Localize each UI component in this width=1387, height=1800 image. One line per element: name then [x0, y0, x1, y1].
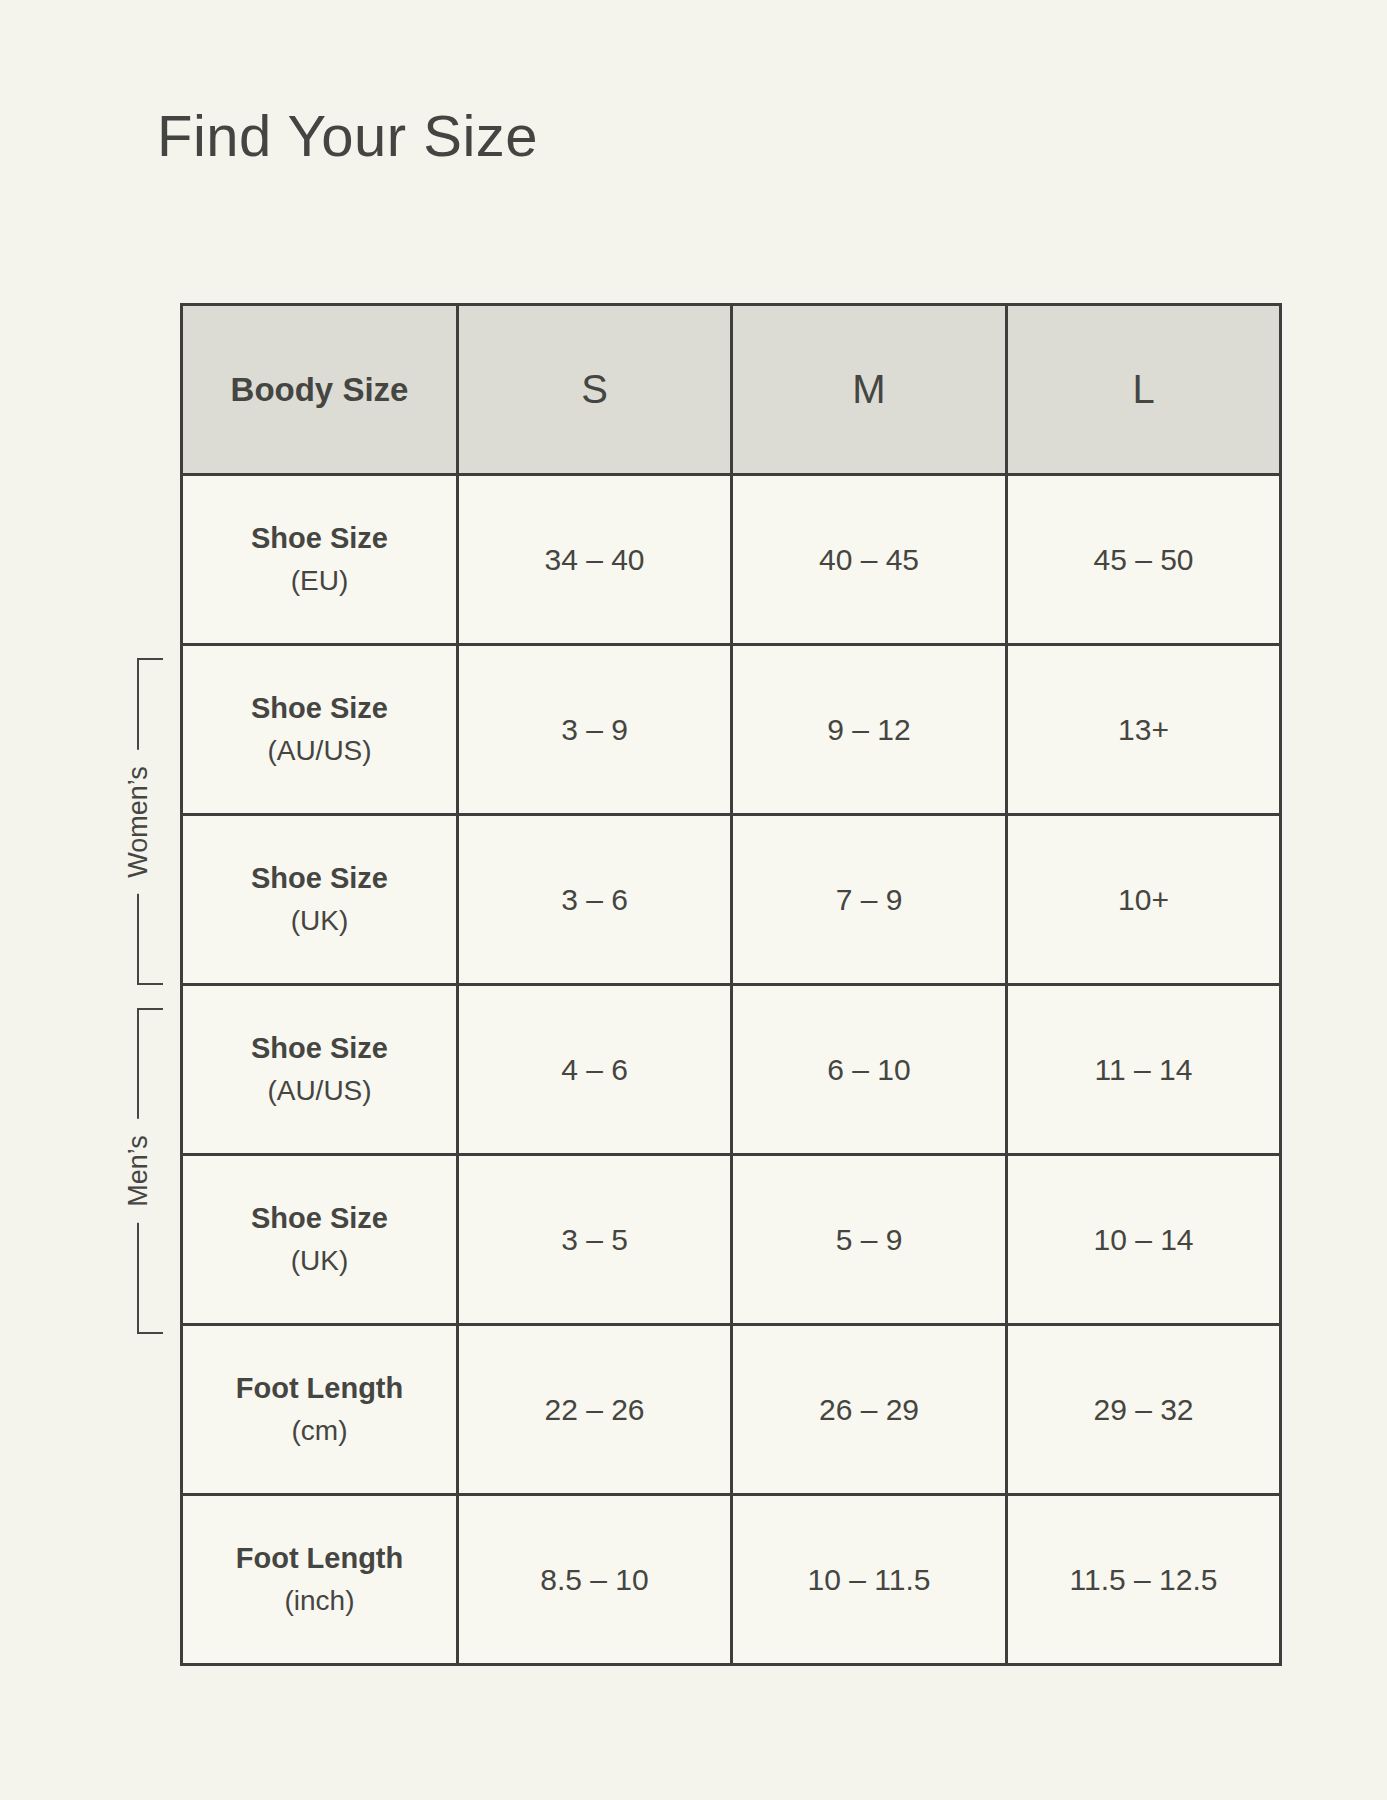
row-label-line1: Shoe Size	[183, 864, 456, 893]
table-cell: 5 – 9	[732, 1155, 1007, 1325]
table-cell: 9 – 12	[732, 645, 1007, 815]
mens-group-bracket: Men’s	[137, 1008, 163, 1334]
row-label-line1: Shoe Size	[183, 1034, 456, 1063]
table-cell: 40 – 45	[732, 475, 1007, 645]
row-label: Shoe Size (AU/US)	[182, 645, 458, 815]
row-label-line1: Shoe Size	[183, 524, 456, 553]
row-label-line2: (inch)	[183, 1587, 456, 1615]
table-cell: 7 – 9	[732, 815, 1007, 985]
row-label-line2: (EU)	[183, 567, 456, 595]
header-boody-size: Boody Size	[182, 305, 458, 475]
header-size-m: M	[732, 305, 1007, 475]
table-cell: 4 – 6	[458, 985, 732, 1155]
table-header-row: Boody Size S M L	[182, 305, 1281, 475]
mens-group-label: Men’s	[123, 1119, 154, 1223]
table-row-shoe-size-eu: Shoe Size (EU) 34 – 40 40 – 45 45 – 50	[182, 475, 1281, 645]
table-cell: 34 – 40	[458, 475, 732, 645]
table-row-womens-shoe-size-au-us: Shoe Size (AU/US) 3 – 9 9 – 12 13+	[182, 645, 1281, 815]
row-label-line1: Foot Length	[183, 1544, 456, 1573]
table-cell: 11 – 14	[1007, 985, 1281, 1155]
table-cell: 3 – 5	[458, 1155, 732, 1325]
table-row-mens-shoe-size-au-us: Shoe Size (AU/US) 4 – 6 6 – 10 11 – 14	[182, 985, 1281, 1155]
table-cell: 10 – 14	[1007, 1155, 1281, 1325]
table-cell: 6 – 10	[732, 985, 1007, 1155]
row-label-line1: Foot Length	[183, 1374, 456, 1403]
row-label-line2: (UK)	[183, 1247, 456, 1275]
table-cell: 10+	[1007, 815, 1281, 985]
row-label: Shoe Size (AU/US)	[182, 985, 458, 1155]
row-label-line2: (UK)	[183, 907, 456, 935]
table-cell: 3 – 6	[458, 815, 732, 985]
table-cell: 3 – 9	[458, 645, 732, 815]
womens-group-bracket: Women’s	[137, 658, 163, 985]
row-label: Foot Length (inch)	[182, 1495, 458, 1665]
header-size-l: L	[1007, 305, 1281, 475]
row-label-line2: (AU/US)	[183, 737, 456, 765]
table-cell: 29 – 32	[1007, 1325, 1281, 1495]
size-chart-table: Boody Size S M L Shoe Size (EU) 34 – 40 …	[180, 303, 1282, 1666]
table-row-foot-length-cm: Foot Length (cm) 22 – 26 26 – 29 29 – 32	[182, 1325, 1281, 1495]
table-cell: 8.5 – 10	[458, 1495, 732, 1665]
row-label: Shoe Size (UK)	[182, 1155, 458, 1325]
womens-group-label: Women’s	[123, 750, 154, 894]
table-cell: 45 – 50	[1007, 475, 1281, 645]
header-size-s: S	[458, 305, 732, 475]
row-label: Shoe Size (UK)	[182, 815, 458, 985]
table-cell: 11.5 – 12.5	[1007, 1495, 1281, 1665]
row-label: Shoe Size (EU)	[182, 475, 458, 645]
page-title: Find Your Size	[157, 102, 538, 169]
row-label: Foot Length (cm)	[182, 1325, 458, 1495]
row-label-line2: (AU/US)	[183, 1077, 456, 1105]
table-cell: 10 – 11.5	[732, 1495, 1007, 1665]
size-guide-page: Find Your Size Women’s Men’s Boody Size …	[0, 0, 1387, 1800]
table-cell: 26 – 29	[732, 1325, 1007, 1495]
table-cell: 13+	[1007, 645, 1281, 815]
table-row-foot-length-inch: Foot Length (inch) 8.5 – 10 10 – 11.5 11…	[182, 1495, 1281, 1665]
row-label-line2: (cm)	[183, 1417, 456, 1445]
table-cell: 22 – 26	[458, 1325, 732, 1495]
table-row-mens-shoe-size-uk: Shoe Size (UK) 3 – 5 5 – 9 10 – 14	[182, 1155, 1281, 1325]
row-label-line1: Shoe Size	[183, 1204, 456, 1233]
row-label-line1: Shoe Size	[183, 694, 456, 723]
table-row-womens-shoe-size-uk: Shoe Size (UK) 3 – 6 7 – 9 10+	[182, 815, 1281, 985]
